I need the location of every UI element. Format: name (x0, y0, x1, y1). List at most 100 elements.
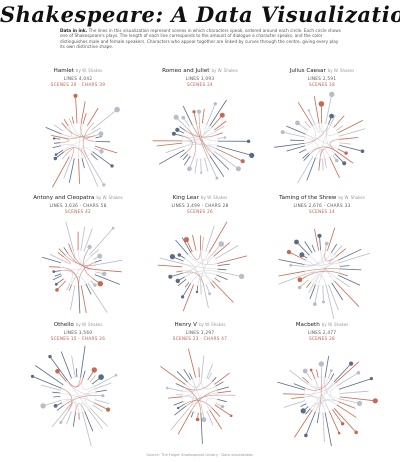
character-spoke (170, 408, 189, 431)
character-dot (181, 115, 186, 120)
play-author: by W. Shakes (96, 195, 123, 200)
character-spoke (90, 407, 108, 427)
character-spoke (205, 284, 210, 294)
link-curve (185, 130, 218, 138)
character-dot (215, 176, 219, 180)
link-curve (315, 399, 339, 412)
character-spoke (89, 375, 96, 382)
link-curve (66, 402, 74, 411)
character-spoke (211, 407, 221, 417)
play-name: Hamlet (53, 68, 74, 74)
character-dot (324, 241, 329, 246)
radial-diagram (278, 227, 371, 319)
character-spoke (182, 283, 192, 298)
character-spoke (215, 381, 224, 387)
character-dot (220, 404, 225, 409)
character-spoke (338, 275, 361, 286)
character-spoke (95, 259, 123, 266)
character-spoke (336, 404, 357, 418)
character-spoke (290, 264, 305, 267)
character-dot (53, 156, 57, 161)
character-spoke (95, 269, 122, 273)
character-spoke (303, 153, 310, 161)
link-curve (86, 395, 97, 404)
inner-ring (59, 122, 97, 160)
character-dot (330, 369, 333, 372)
play-author: by W. Shakes (75, 322, 103, 327)
play-author: by W. Shakes (75, 68, 103, 73)
play-name: King Lear (172, 195, 199, 201)
character-spoke (175, 239, 189, 255)
character-spoke (207, 157, 218, 179)
character-spoke (334, 280, 360, 307)
character-spoke (308, 110, 316, 125)
link-curve (205, 398, 218, 411)
link-curve (71, 251, 96, 270)
character-spoke (204, 158, 209, 172)
intro-body: The lines in this visualization represen… (60, 28, 341, 49)
play-stat-secondary: SCENES 28 (308, 336, 336, 341)
character-spoke (211, 376, 217, 382)
link-curve (191, 124, 219, 142)
character-spoke (65, 221, 74, 251)
link-curve (183, 386, 202, 414)
link-curve (182, 127, 213, 148)
character-spoke (90, 153, 98, 161)
character-dot (91, 367, 98, 373)
link-curve (196, 123, 208, 158)
character-spoke (339, 396, 376, 402)
character-spoke (63, 247, 69, 254)
character-spoke (89, 122, 95, 128)
character-dot (223, 136, 227, 139)
play-author: by W. Shakes (338, 195, 365, 200)
character-spoke (297, 156, 314, 184)
link-curve (309, 254, 337, 279)
character-spoke (45, 127, 62, 135)
character-spoke (170, 272, 183, 278)
character-dot (360, 149, 365, 153)
inner-ring (303, 376, 341, 414)
character-dot (280, 130, 285, 135)
character-spoke (89, 227, 114, 255)
character-dot (297, 285, 302, 290)
outer-ring (47, 237, 109, 299)
character-spoke (76, 368, 78, 378)
link-curve (203, 124, 211, 134)
character-spoke (306, 281, 312, 288)
character-spoke (206, 363, 213, 379)
character-dot (98, 374, 104, 380)
link-curve (59, 266, 73, 285)
character-spoke (53, 396, 61, 398)
character-dot (175, 127, 180, 132)
link-curve (308, 147, 326, 159)
character-spoke (165, 146, 184, 154)
character-spoke (182, 154, 189, 160)
character-spoke (311, 244, 316, 252)
character-spoke (88, 409, 104, 430)
play-name: Henry V (174, 322, 197, 328)
character-spoke (78, 285, 81, 314)
character-spoke (304, 121, 311, 128)
character-spoke (189, 373, 193, 379)
character-spoke (322, 412, 325, 442)
character-spoke (212, 280, 234, 303)
character-spoke (52, 156, 70, 188)
character-spoke (329, 157, 340, 179)
character-spoke (40, 384, 61, 391)
character-dot (52, 137, 56, 140)
character-dot (176, 406, 180, 410)
link-curve (197, 275, 213, 286)
character-spoke (327, 227, 336, 251)
character-dot (54, 153, 58, 156)
play-stat-primary: LINES 3,093 (185, 76, 215, 81)
character-spoke (201, 236, 204, 251)
play-author: by W. Shakes (200, 195, 228, 200)
character-dot (114, 373, 118, 377)
link-curve (191, 124, 214, 154)
character-dot (289, 263, 293, 267)
character-dot (110, 164, 114, 168)
character-spoke (206, 411, 214, 426)
character-dot (196, 109, 202, 114)
character-spoke (339, 145, 363, 152)
character-spoke (217, 271, 242, 277)
